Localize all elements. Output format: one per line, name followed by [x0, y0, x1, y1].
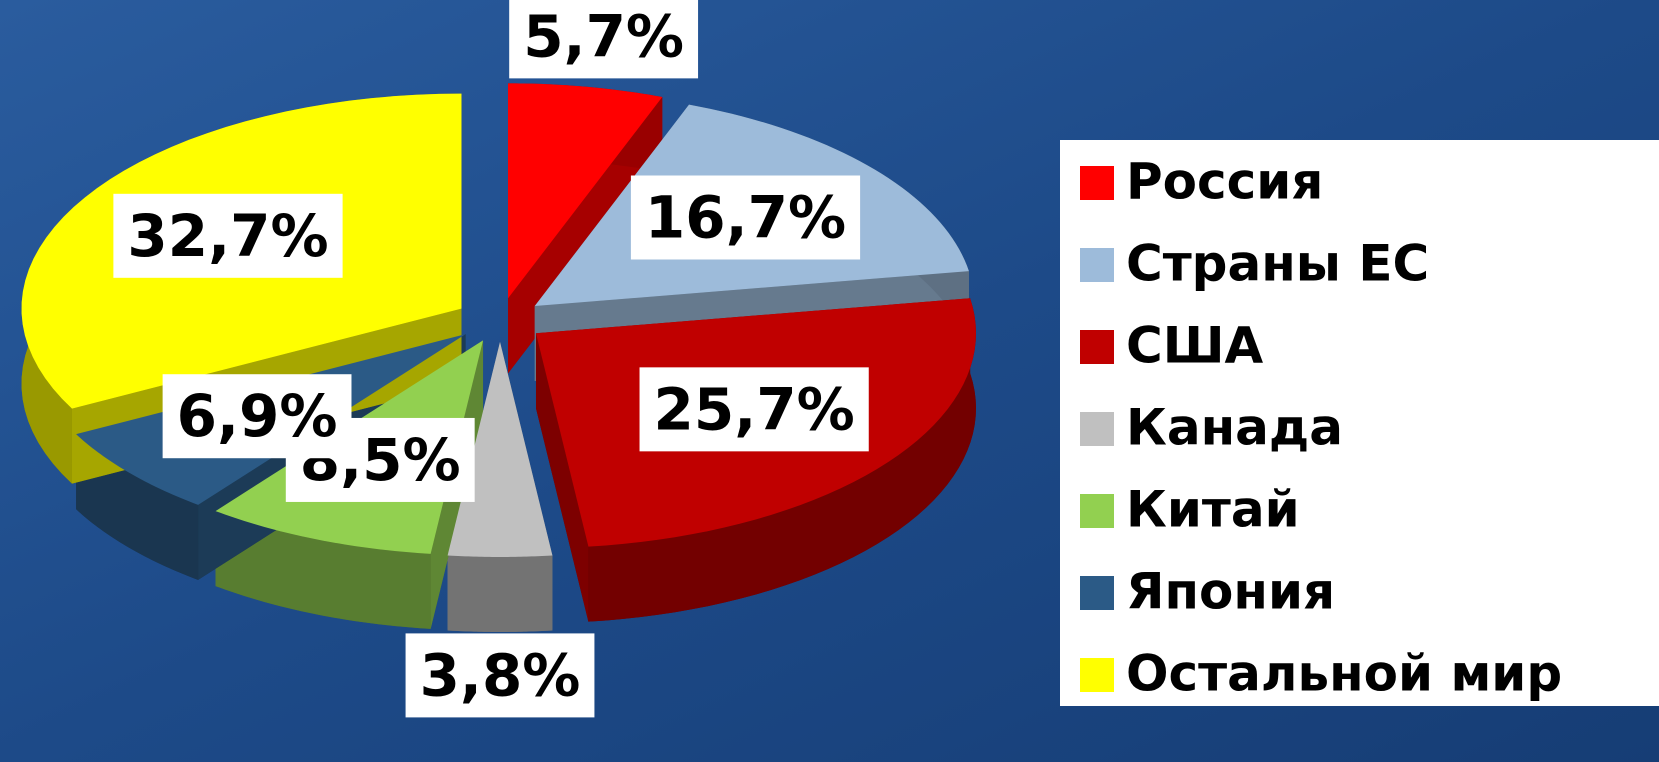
slice [508, 83, 663, 299]
legend-swatch [1080, 576, 1114, 610]
data-label-box [639, 367, 869, 452]
data-label: 5,7% [523, 2, 684, 70]
legend-swatch [1080, 330, 1114, 364]
legend-label: США [1126, 317, 1263, 375]
data-label-box [509, 0, 699, 79]
legend-swatch [1080, 494, 1114, 528]
legend-label: Китай [1126, 481, 1300, 539]
legend-box [1060, 140, 1659, 706]
slice-side [447, 555, 553, 632]
data-label-box [113, 193, 343, 278]
data-label-box [405, 633, 595, 718]
legend-label: Япония [1126, 563, 1335, 621]
legend-swatch [1080, 658, 1114, 692]
legend-swatch [1080, 248, 1114, 282]
slice-side [215, 511, 431, 629]
data-label: 32,7% [127, 202, 328, 270]
slice [447, 341, 553, 557]
legend-label: Канада [1126, 399, 1343, 457]
legend-label: Россия [1126, 153, 1323, 211]
slice-side [588, 298, 976, 622]
legend-label: Остальной мир [1126, 645, 1562, 703]
legend: Россия Страны ЕС США Канада Китай Япония Остал… [1080, 153, 1562, 703]
data-label-box [162, 374, 352, 459]
data-label: 6,9% [177, 382, 338, 450]
data-labels: 5,7%16,7%25,7%3,8%8,5%6,9%32,7% [113, 0, 869, 718]
legend-swatch [1080, 412, 1114, 446]
legend-label: Страны ЕС [1126, 235, 1429, 293]
legend-swatch [1080, 166, 1114, 200]
data-label-box [630, 175, 861, 260]
data-label: 25,7% [654, 375, 855, 443]
data-label: 3,8% [420, 641, 581, 709]
slice-side [535, 333, 589, 622]
data-label: 16,7% [645, 184, 846, 252]
